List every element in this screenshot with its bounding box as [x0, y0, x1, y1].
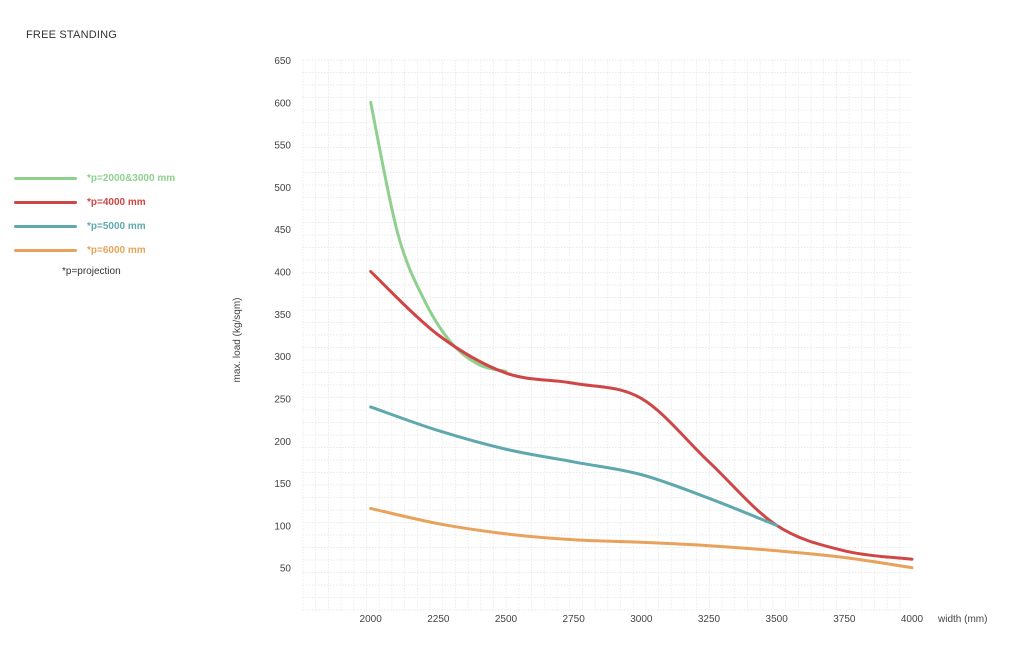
- x-tick-label: 3750: [833, 614, 856, 625]
- x-tick-label: 2750: [563, 614, 586, 625]
- legend-label: *p=5000 mm: [87, 220, 146, 232]
- y-tick-label: 100: [274, 521, 291, 532]
- series-lines: [369, 100, 914, 570]
- x-axis-ticks: 2000 2250 2500 2750 3000 3250 3500 3750 4000: [360, 614, 924, 625]
- legend-item-p2000-3000: *p=2000&3000 mm: [14, 166, 234, 190]
- page-title: FREE STANDING: [26, 29, 118, 41]
- y-tick-label: 400: [274, 268, 291, 279]
- chart-grid: [302, 59, 912, 611]
- x-tick-label: 2000: [360, 614, 383, 625]
- y-tick-label: 350: [274, 310, 291, 321]
- legend-item-p6000: *p=6000 mm: [14, 238, 234, 262]
- x-tick-label: 2250: [427, 614, 450, 625]
- legend-item-p4000: *p=4000 mm: [14, 190, 234, 214]
- y-tick-label: 600: [274, 98, 291, 109]
- y-axis-ticks: 50 100 150 200 250 300 350 400 450 500 550 600 650: [274, 56, 291, 575]
- y-tick-label: 300: [274, 352, 291, 363]
- legend-item-p5000: *p=5000 mm: [14, 214, 234, 238]
- x-tick-label: 3250: [698, 614, 721, 625]
- legend-swatch: [14, 224, 77, 228]
- y-tick-label: 550: [274, 141, 291, 152]
- x-axis-label: width (mm): [937, 614, 987, 625]
- legend-swatch: [14, 176, 77, 180]
- x-tick-label: 4000: [901, 614, 924, 625]
- legend-note: *p=projection: [62, 266, 121, 277]
- y-tick-label: 650: [274, 56, 291, 67]
- x-tick-label: 3500: [766, 614, 789, 625]
- x-tick-label: 2500: [495, 614, 518, 625]
- series-line-3: [369, 506, 914, 570]
- y-tick-label: 450: [274, 225, 291, 236]
- legend-label: *p=6000 mm: [87, 244, 146, 256]
- y-axis-label: max. load (kg/sqm): [232, 297, 243, 382]
- chart-legend: *p=2000&3000 mm *p=4000 mm *p=5000 mm *p…: [14, 166, 234, 277]
- legend-label: *p=2000&3000 mm: [87, 172, 176, 184]
- series-line-2: [369, 405, 779, 527]
- series-line-0: [369, 100, 508, 373]
- y-tick-label: 500: [274, 183, 291, 194]
- legend-swatch: [14, 248, 77, 252]
- legend-label: *p=4000 mm: [87, 196, 146, 208]
- y-tick-label: 50: [280, 564, 292, 575]
- series-line-1: [369, 270, 914, 561]
- legend-swatch: [14, 200, 77, 204]
- y-tick-label: 200: [274, 437, 291, 448]
- y-tick-label: 150: [274, 479, 291, 490]
- y-tick-label: 250: [274, 394, 291, 405]
- x-tick-label: 3000: [630, 614, 653, 625]
